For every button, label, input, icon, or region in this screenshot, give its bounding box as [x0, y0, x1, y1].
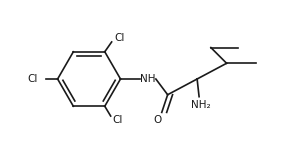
Text: Cl: Cl — [28, 74, 38, 84]
Text: NH: NH — [140, 74, 156, 84]
Text: NH₂: NH₂ — [191, 100, 211, 109]
Text: Cl: Cl — [115, 33, 125, 43]
Text: O: O — [154, 115, 162, 125]
Text: Cl: Cl — [113, 115, 123, 125]
